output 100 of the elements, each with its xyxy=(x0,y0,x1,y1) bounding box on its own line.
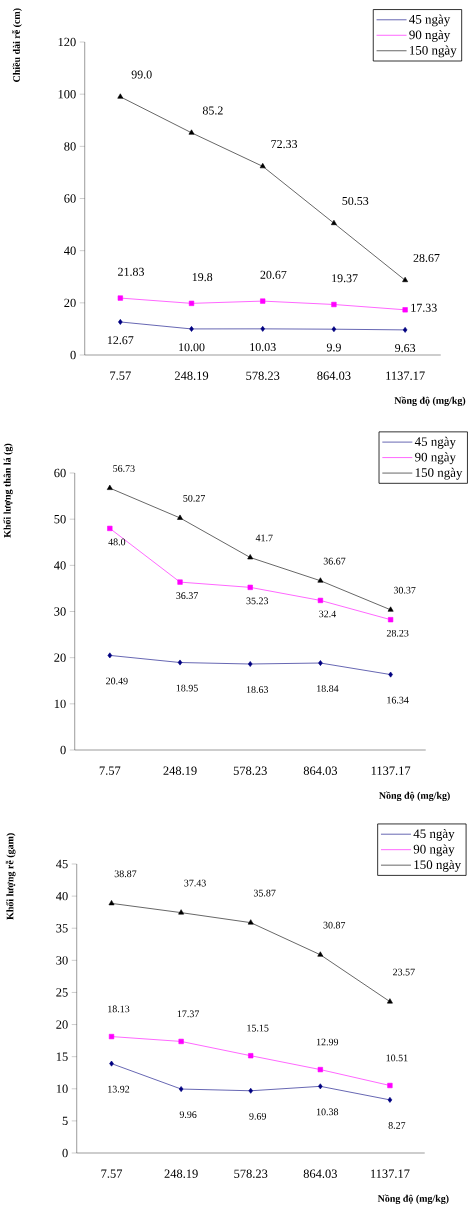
point xyxy=(109,1060,114,1067)
x-tick-label: 1137.17 xyxy=(371,1169,410,1178)
data-label: 37.43 xyxy=(184,879,207,887)
y-axis-title: Chiều dài rễ (cm) xyxy=(12,8,23,82)
y-tick-label: 10 xyxy=(56,1084,68,1093)
point xyxy=(107,525,113,532)
y-tick-label: 40 xyxy=(54,561,66,570)
data-label: 16.34 xyxy=(387,696,409,704)
point xyxy=(177,659,183,666)
point xyxy=(248,1053,254,1059)
data-label: 56.73 xyxy=(113,465,135,472)
y-tick-label: 60 xyxy=(54,468,66,478)
data-label: 23.57 xyxy=(393,968,415,976)
point xyxy=(178,1038,184,1045)
data-label: 18.13 xyxy=(108,1005,130,1013)
data-label: 18.84 xyxy=(317,685,339,692)
data-label: 38.87 xyxy=(114,870,137,878)
data-label: 9.63 xyxy=(395,344,416,353)
point xyxy=(260,325,266,332)
legend-label: 90 ngày xyxy=(413,844,455,857)
point xyxy=(387,1082,393,1089)
y-tick-label: 120 xyxy=(58,37,76,47)
point xyxy=(317,951,324,957)
data-label: 10.00 xyxy=(179,343,205,352)
data-label: 10.38 xyxy=(317,1108,339,1116)
x-tick-label: 578.23 xyxy=(233,766,267,775)
data-label: 28.23 xyxy=(387,629,409,637)
data-label: 99.0 xyxy=(131,70,152,79)
point xyxy=(107,652,113,659)
point xyxy=(318,660,323,666)
y-tick-label: 10 xyxy=(54,699,66,709)
data-label: 35.23 xyxy=(246,597,269,605)
data-label: 19.8 xyxy=(192,273,213,282)
y-tick-label: 15 xyxy=(56,1052,68,1061)
point xyxy=(402,276,409,283)
point xyxy=(248,1087,254,1094)
point xyxy=(260,298,266,304)
legend-label: 90 ngày xyxy=(409,30,451,42)
x-axis-title: Nồng độ (mg/kg) xyxy=(377,1194,449,1204)
data-label: 19.37 xyxy=(332,274,358,283)
y-tick-label: 40 xyxy=(56,891,68,901)
point xyxy=(179,1086,184,1092)
point xyxy=(108,900,115,906)
data-label: 36.67 xyxy=(323,557,346,565)
x-axis-title: Nồng độ (mg/kg) xyxy=(394,396,466,406)
point xyxy=(117,93,124,99)
y-tick-label: 50 xyxy=(54,514,66,524)
data-label: 35.87 xyxy=(254,889,276,897)
point xyxy=(403,327,408,333)
x-tick-label: 578.23 xyxy=(246,371,280,380)
x-tick-label: 864.03 xyxy=(303,1169,338,1178)
point xyxy=(331,219,337,226)
legend-label: 45 ngày xyxy=(409,14,451,27)
data-label: 21.83 xyxy=(118,267,145,276)
point xyxy=(387,606,394,612)
y-tick-label: 30 xyxy=(54,607,66,616)
legend-label: 150 ngày xyxy=(414,859,462,872)
point xyxy=(259,163,266,169)
legend-label: 150 ngày xyxy=(415,467,463,480)
point xyxy=(388,671,394,678)
y-axis-title: Khối lượng thân lá (g) xyxy=(3,443,13,538)
legend-label: 45 ngày xyxy=(413,828,455,841)
data-label: 13.92 xyxy=(108,1085,130,1093)
point xyxy=(188,129,195,135)
y-tick-label: 0 xyxy=(70,350,76,360)
data-label: 12.67 xyxy=(108,336,134,345)
y-tick-label: 60 xyxy=(64,194,76,203)
point xyxy=(331,326,337,333)
point xyxy=(189,300,195,306)
y-tick-label: 40 xyxy=(64,246,76,255)
point xyxy=(248,661,253,667)
y-tick-label: 20 xyxy=(64,298,76,308)
data-label: 17.33 xyxy=(411,303,437,312)
y-tick-label: 0 xyxy=(62,1148,68,1158)
data-label: 41.7 xyxy=(255,534,273,542)
legend-label: 150 ngày xyxy=(410,45,457,58)
data-label: 20.67 xyxy=(260,270,287,279)
data-label: 9.9 xyxy=(326,343,342,352)
x-axis-title: Nồng độ (mg/kg) xyxy=(379,791,450,801)
point xyxy=(387,1096,393,1103)
point xyxy=(189,326,194,332)
point xyxy=(177,514,184,520)
point xyxy=(317,597,324,604)
y-axis-title: Khối lượng rễ (gam) xyxy=(5,833,16,920)
y-tick-label: 25 xyxy=(56,988,68,997)
y-tick-label: 100 xyxy=(58,89,76,99)
point xyxy=(387,998,393,1004)
y-tick-label: 5 xyxy=(62,1116,68,1126)
x-tick-label: 1137.17 xyxy=(386,371,425,380)
x-tick-label: 578.23 xyxy=(234,1169,268,1178)
point xyxy=(247,584,253,590)
point xyxy=(177,579,183,585)
point xyxy=(317,577,324,583)
data-label: 10.03 xyxy=(250,343,276,352)
data-label: 20.49 xyxy=(106,677,128,685)
point xyxy=(318,1083,323,1090)
x-tick-label: 248.19 xyxy=(175,371,209,380)
y-tick-label: 35 xyxy=(56,924,68,933)
x-tick-label: 248.19 xyxy=(163,766,197,775)
point xyxy=(317,1066,324,1073)
